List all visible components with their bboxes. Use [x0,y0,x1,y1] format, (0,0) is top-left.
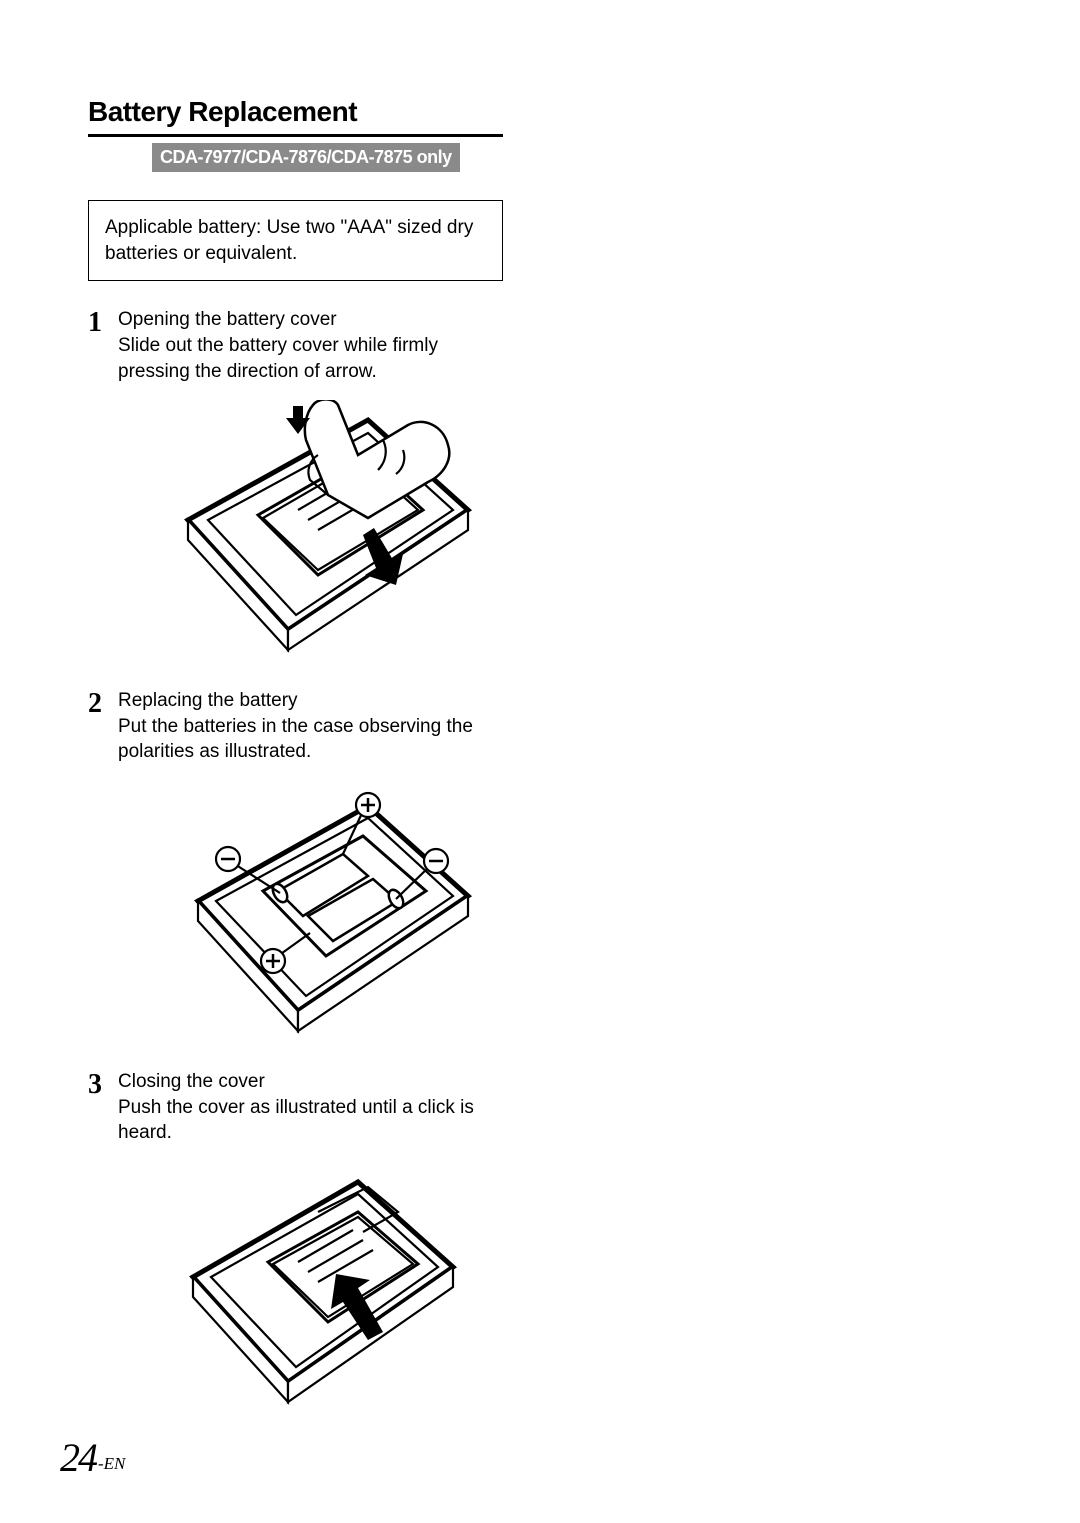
battery-info-box: Applicable battery: Use two "AAA" sized … [88,200,503,281]
step-2: 2 Replacing the battery Put the batterie… [88,688,508,765]
figure-close-cover [168,1162,992,1412]
step-1: 1 Opening the battery cover Slide out th… [88,307,508,384]
step-1-text: Slide out the battery cover while firmly… [118,333,508,384]
step-3: 3 Closing the cover Push the cover as il… [88,1069,508,1146]
step-1-title: Opening the battery cover [118,307,508,333]
model-subtitle: CDA-7977/CDA-7876/CDA-7875 only [152,143,460,172]
step-1-number: 1 [88,307,118,337]
page-number: 24-EN [60,1434,125,1481]
step-2-number: 2 [88,688,118,718]
page-number-value: 24 [60,1435,96,1480]
step-3-number: 3 [88,1069,118,1099]
page-number-suffix: -EN [96,1454,125,1473]
heading-rule [88,134,503,137]
step-2-text: Put the batteries in the case observing … [118,714,508,765]
figure-open-cover [168,400,992,660]
step-3-text: Push the cover as illustrated until a cl… [118,1095,508,1146]
step-3-title: Closing the cover [118,1069,508,1095]
step-2-title: Replacing the battery [118,688,508,714]
page-heading: Battery Replacement [88,96,992,128]
figure-insert-batteries [168,781,992,1041]
